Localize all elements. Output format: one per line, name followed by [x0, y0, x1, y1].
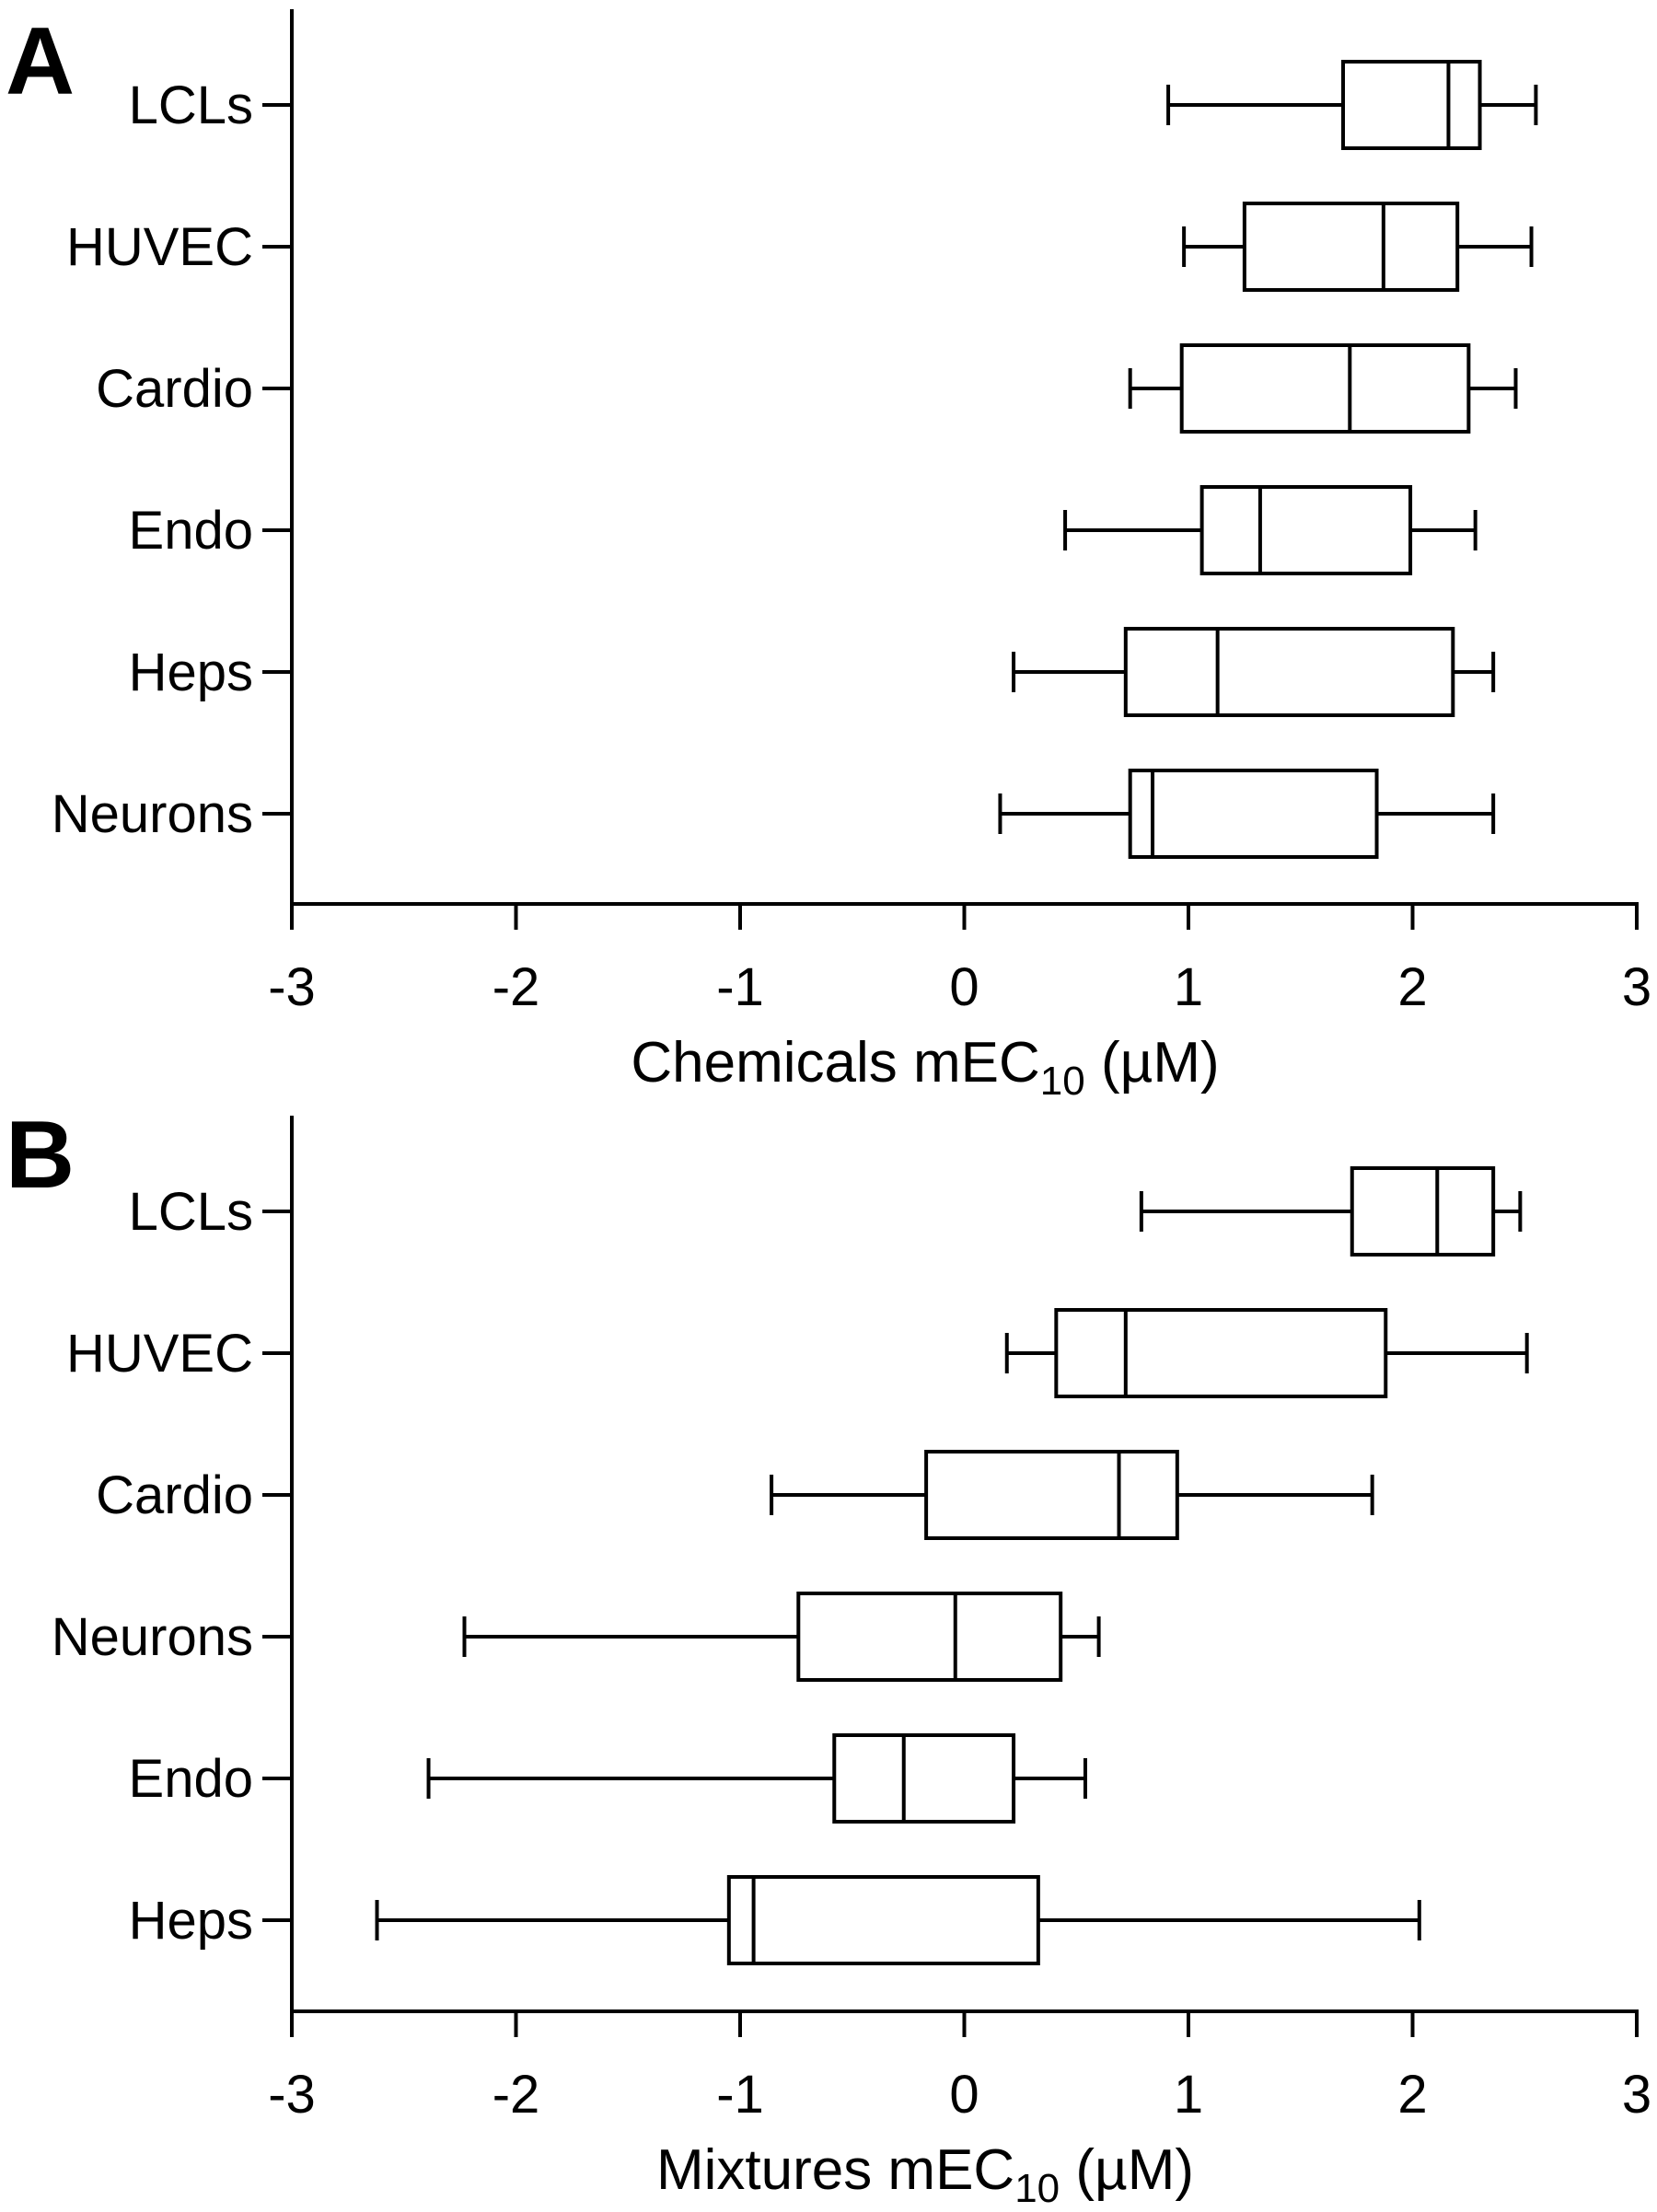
panel-b-box — [1350, 1166, 1496, 1257]
panel-b-x-axis-title-unit: (µM) — [1060, 2138, 1194, 2202]
panel-b-x-axis-title-subscript: 10 — [1014, 2166, 1060, 2211]
panel-b-letter: B — [6, 1102, 75, 1209]
panel-a-x-tick-label: 2 — [1397, 957, 1427, 1017]
panel-a-x-axis-title-subscript: 10 — [1040, 1059, 1085, 1104]
panel-b-box — [924, 1450, 1179, 1540]
panel-a-x-tick-label: 3 — [1622, 957, 1651, 1017]
panel-a-category-label: Neurons — [52, 784, 253, 844]
panel-a-category-label: Endo — [129, 501, 253, 561]
panel-a-box — [1242, 202, 1460, 292]
panel-a-x-axis-title: Chemicals mEC10 (µM) — [631, 1031, 1219, 1104]
panel-a-x-axis-title-unit: (µM) — [1085, 1031, 1220, 1094]
panel-a-category-label: Cardio — [96, 359, 253, 419]
panel-a-box — [1341, 60, 1482, 150]
panel-a-box — [1179, 343, 1471, 434]
panel-b: B Mixtures mEC10 (µM) -3 -2 -1 0 1 2 3 LCLs HUVE… — [6, 1102, 1651, 2211]
panel-b-category-label: Neurons — [52, 1607, 253, 1667]
panel-b-box — [726, 1875, 1040, 1965]
panel-b-x-axis-title-main: Mixtures mEC — [656, 2138, 1014, 2202]
panel-a-box — [1128, 769, 1379, 859]
panel-a: A Chemicals mEC10 (µM) -3 -2 -1 0 1 2 3 LCLs HUV… — [6, 8, 1651, 1104]
panel-b-x-tick-label: -3 — [268, 2065, 316, 2125]
panel-a-category-label: Heps — [129, 643, 253, 702]
panel-b-x-tick-label: 3 — [1622, 2065, 1651, 2125]
panel-a-x-tick-label: 0 — [949, 957, 979, 1017]
panel-a-x-tick-label: -1 — [716, 957, 764, 1017]
panel-b-category-label: HUVEC — [66, 1324, 253, 1384]
panel-b-x-tick-label: 2 — [1397, 2065, 1427, 2125]
panel-b-category-label: LCLs — [129, 1182, 253, 1242]
panel-a-x-tick-label: -2 — [492, 957, 540, 1017]
panel-a-x-axis-title-main: Chemicals mEC — [631, 1031, 1039, 1094]
panel-b-x-tick-label: 1 — [1174, 2065, 1203, 2125]
panel-a-box — [1123, 627, 1455, 717]
panel-b-x-tick-label: -1 — [716, 2065, 764, 2125]
panel-a-box — [1199, 485, 1413, 575]
panel-a-category-label: LCLs — [129, 75, 253, 135]
panel-b-x-tick-label: 0 — [949, 2065, 979, 2125]
panel-b-box — [796, 1592, 1063, 1682]
panel-b-box — [832, 1733, 1016, 1824]
panel-b-box — [1054, 1308, 1388, 1398]
panel-a-category-label: HUVEC — [66, 217, 253, 277]
panel-b-category-label: Cardio — [96, 1465, 253, 1525]
panel-a-letter: A — [6, 8, 75, 115]
panel-a-x-tick-label: 1 — [1174, 957, 1203, 1017]
panel-b-category-label: Heps — [129, 1891, 253, 1951]
panel-b-x-axis-title: Mixtures mEC10 (µM) — [656, 2138, 1194, 2211]
panel-b-category-label: Endo — [129, 1749, 253, 1809]
panel-b-x-tick-label: -2 — [492, 2065, 540, 2125]
panel-a-x-tick-label: -3 — [268, 957, 316, 1017]
